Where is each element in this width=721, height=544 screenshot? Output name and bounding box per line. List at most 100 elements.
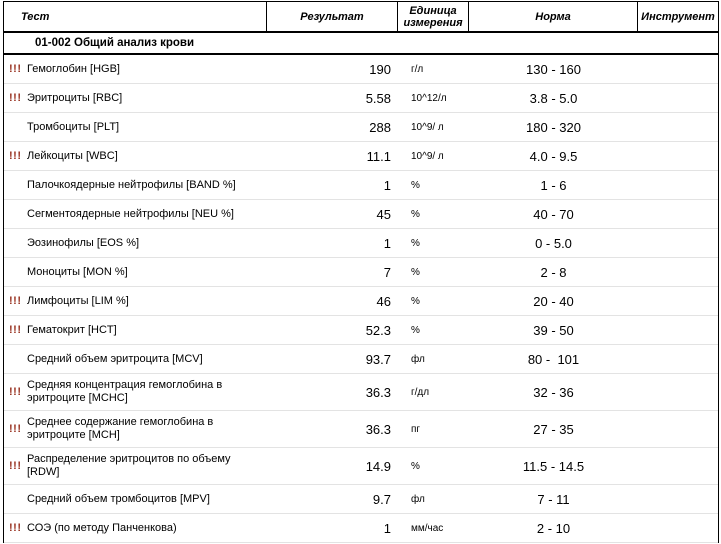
norm-range: 80 - 101 <box>527 351 580 367</box>
test-name: Гематокрит [HCT] <box>27 323 117 336</box>
unit: % <box>411 266 420 278</box>
norm-range: 32 - 36 <box>533 384 574 400</box>
norm-range: 20 - 40 <box>533 293 574 309</box>
table-row: Моноциты [MON %] 7 % 2 - 8 <box>4 258 718 287</box>
section-header-row: 01-002 Общий анализ крови <box>4 33 718 55</box>
norm-range: 7 - 11 <box>537 491 570 507</box>
table-row: !!! Средняя концентрация гемоглобина в э… <box>4 374 718 411</box>
result-value: 190 <box>369 61 391 77</box>
result-value: 46 <box>376 293 391 309</box>
test-cell: !!! Гематокрит [HCT] <box>4 319 267 342</box>
unit: 10^9/ л <box>411 150 444 162</box>
results-rows: !!! Гемоглобин [HGB] 190 г/л 130 - 160 !… <box>4 55 718 543</box>
result-value: 11.1 <box>366 148 391 164</box>
test-name: Средний объем эритроцита [MCV] <box>27 352 203 365</box>
norm-range: 0 - 5.0 <box>535 235 572 251</box>
norm-range: 11.5 - 14.5 <box>522 458 585 474</box>
norm-range: 180 - 320 <box>526 119 581 135</box>
unit: г/л <box>411 63 424 75</box>
unit: 10^9/ л <box>411 121 444 133</box>
table-row: !!! СОЭ (по методу Панченкова) 1 мм/час … <box>4 514 718 543</box>
test-cell: Палочкоядерные нейтрофилы [BAND %] <box>4 174 267 197</box>
norm-range: 130 - 160 <box>526 61 581 77</box>
table-row: !!! Распределение эритроцитов по объему … <box>4 448 718 485</box>
unit: % <box>411 324 420 336</box>
table-header-row: Тест Результат Единица измерения Норма И… <box>4 2 718 33</box>
unit: пг <box>411 423 421 435</box>
unit: фл <box>411 353 425 365</box>
section-title: 01-002 Общий анализ крови <box>35 37 195 49</box>
test-name: Среднее содержание гемоглобина в эритроц… <box>27 416 214 441</box>
norm-range: 40 - 70 <box>533 206 574 222</box>
test-cell: !!! Распределение эритроцитов по объему … <box>4 448 267 484</box>
result-value: 1 <box>383 520 391 536</box>
column-header-instrument: Инструмент <box>641 10 715 23</box>
abnormal-flag: !!! <box>9 522 22 534</box>
norm-range: 2 - 8 <box>540 264 567 280</box>
test-name: Средняя концентрация гемоглобина в эритр… <box>27 379 223 404</box>
test-cell: !!! Средняя концентрация гемоглобина в э… <box>4 374 267 410</box>
table-row: !!! Гематокрит [HCT] 52.3 % 39 - 50 <box>4 316 718 345</box>
test-name: Средний объем тромбоцитов [MPV] <box>27 492 210 505</box>
test-name: Эритроциты [RBC] <box>27 91 123 104</box>
table-row: !!! Лимфоциты [LIM %] 46 % 20 - 40 <box>4 287 718 316</box>
table-row: Сегментоядерные нейтрофилы [NEU %] 45 % … <box>4 200 718 229</box>
test-cell: !!! Среднее содержание гемоглобина в эри… <box>4 411 267 447</box>
unit: % <box>411 460 420 472</box>
unit: % <box>411 179 420 191</box>
unit: % <box>411 208 420 220</box>
table-row: Эозинофилы [EOS %] 1 % 0 - 5.0 <box>4 229 718 258</box>
column-header-norm: Норма <box>469 2 638 31</box>
result-value: 1 <box>383 177 391 193</box>
unit: фл <box>411 493 425 505</box>
abnormal-flag: !!! <box>9 324 22 336</box>
result-value: 52.3 <box>365 322 391 338</box>
test-cell: Тромбоциты [PLT] <box>4 116 267 139</box>
test-cell: !!! Эритроциты [RBC] <box>4 87 267 110</box>
result-value: 36.3 <box>365 384 391 400</box>
column-header-result: Результат <box>267 2 398 31</box>
norm-range: 4.0 - 9.5 <box>529 148 578 164</box>
norm-range: 1 - 6 <box>540 177 567 193</box>
column-header-unit: Единица измерения <box>398 2 469 31</box>
unit: мм/час <box>411 522 444 534</box>
table-row: Средний объем эритроцита [MCV] 93.7 фл 8… <box>4 345 718 374</box>
test-cell: Средний объем эритроцита [MCV] <box>4 348 267 371</box>
test-cell: Средний объем тромбоцитов [MPV] <box>4 488 267 511</box>
table-row: Палочкоядерные нейтрофилы [BAND %] 1 % 1… <box>4 171 718 200</box>
table-row: !!! Гемоглобин [HGB] 190 г/л 130 - 160 <box>4 55 718 84</box>
unit: % <box>411 237 420 249</box>
test-cell: !!! Гемоглобин [HGB] <box>4 58 267 81</box>
table-row: !!! Лейкоциты [WBC] 11.1 10^9/ л 4.0 - 9… <box>4 142 718 171</box>
test-cell: Моноциты [MON %] <box>4 261 267 284</box>
abnormal-flag: !!! <box>9 150 22 162</box>
norm-range: 39 - 50 <box>533 322 574 338</box>
norm-range: 3.8 - 5.0 <box>529 90 578 106</box>
abnormal-flag: !!! <box>9 295 22 307</box>
result-value: 93.7 <box>365 351 391 367</box>
result-value: 36.3 <box>365 421 391 437</box>
result-value: 1 <box>383 235 391 251</box>
test-cell: !!! Лейкоциты [WBC] <box>4 145 267 168</box>
test-name: Лейкоциты [WBC] <box>27 149 118 162</box>
test-name: Эозинофилы [EOS %] <box>27 236 140 249</box>
abnormal-flag: !!! <box>9 386 22 398</box>
result-value: 5.58 <box>365 90 391 106</box>
abnormal-flag: !!! <box>9 423 22 435</box>
result-value: 9.7 <box>372 491 391 507</box>
test-name: Палочкоядерные нейтрофилы [BAND %] <box>27 178 236 191</box>
table-row: Тромбоциты [PLT] 288 10^9/ л 180 - 320 <box>4 113 718 142</box>
test-cell: !!! СОЭ (по методу Панченкова) <box>4 517 267 540</box>
unit: г/дл <box>411 386 430 398</box>
abnormal-flag: !!! <box>9 63 22 75</box>
test-name: СОЭ (по методу Панченкова) <box>27 521 177 534</box>
abnormal-flag: !!! <box>9 92 22 104</box>
test-name: Тромбоциты [PLT] <box>27 120 120 133</box>
test-cell: !!! Лимфоциты [LIM %] <box>4 290 267 313</box>
test-name: Гемоглобин [HGB] <box>27 62 120 75</box>
unit: % <box>411 295 420 307</box>
column-header-test: Тест <box>4 2 267 31</box>
test-name: Сегментоядерные нейтрофилы [NEU %] <box>27 207 234 220</box>
table-row: !!! Эритроциты [RBC] 5.58 10^12/л 3.8 - … <box>4 84 718 113</box>
test-name: Моноциты [MON %] <box>27 265 128 278</box>
